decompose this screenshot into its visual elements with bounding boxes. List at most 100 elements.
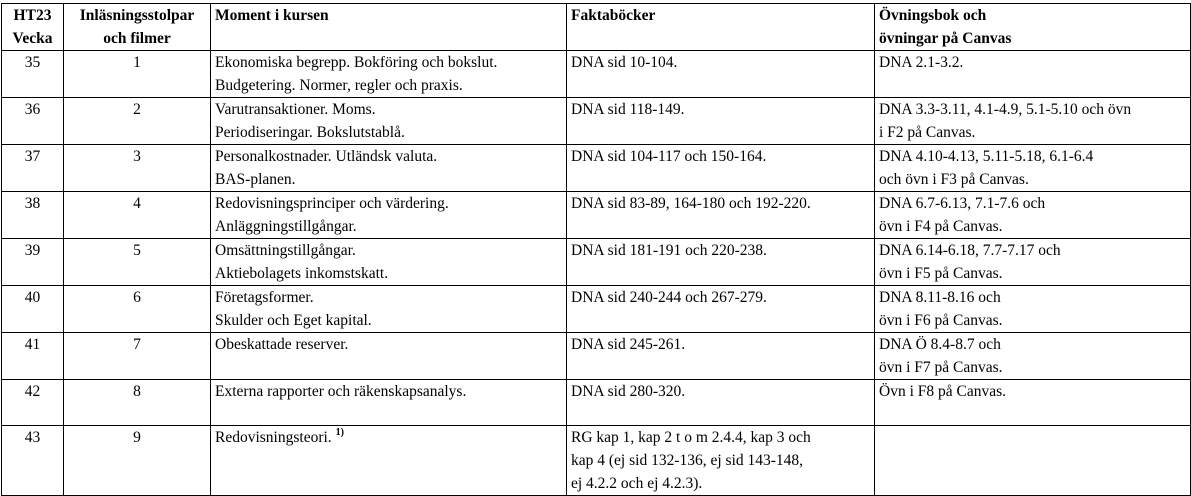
- moment-cell: Personalkostnader. Utländsk valuta. BAS-p…: [210, 144, 567, 192]
- header-books-line: Faktaböcker: [571, 7, 656, 24]
- moment-line: Aktiebolagets inkomstskatt.: [215, 265, 389, 282]
- exercises-cell: DNA 6.14-6.18, 7.7-7.17 och övn i F5 på C…: [874, 238, 1191, 286]
- table-row: 36 2 Varutransaktioner. Moms. Periodisering…: [1, 97, 1191, 145]
- header-week: HT23 Vecka: [1, 3, 64, 51]
- header-exercises-line: övningar på Canvas: [879, 30, 1012, 47]
- moment-line: Omsättningstillgångar.: [215, 242, 356, 259]
- books-line: DNA sid 240-244 och 267-279.: [571, 289, 767, 306]
- moment-cell: Ekonomiska begrepp. Bokföring och bokslu…: [210, 50, 567, 98]
- exercises-cell: DNA 3.3-3.11, 4.1-4.9, 5.1-5.10 och övn i…: [874, 97, 1191, 145]
- books-line: DNA sid 118-149.: [571, 101, 685, 118]
- moment-line: Redovisningsteori.: [215, 429, 332, 446]
- moment-line: Budgetering. Normer, regler och praxis.: [215, 77, 463, 94]
- books-cell: DNA sid 240-244 och 267-279.: [566, 285, 875, 333]
- week-cell: 38: [1, 191, 64, 239]
- header-row: HT23 Vecka Inläsningsstolpar och filmer …: [1, 3, 1191, 51]
- books-line: DNA sid 280-320.: [571, 383, 686, 400]
- week-cell: 39: [1, 238, 64, 286]
- exercises-line: och övn i F3 på Canvas.: [879, 171, 1029, 188]
- exercises-cell: DNA 6.7-6.13, 7.1-7.6 och övn i F4 på Can…: [874, 191, 1191, 239]
- week-cell: 37: [1, 144, 64, 192]
- exercises-line: DNA 3.3-3.11, 4.1-4.9, 5.1-5.10 och övn: [879, 101, 1132, 118]
- books-line: DNA sid 181-191 och 220-238.: [571, 242, 767, 259]
- moment-line: Varutransaktioner. Moms.: [215, 101, 376, 118]
- week-number: 36: [24, 101, 41, 118]
- books-cell: DNA sid 83-89, 164-180 och 192-220.: [566, 191, 875, 239]
- books-line: ej 4.2.2 och ej 4.2.3).: [571, 475, 703, 492]
- exercises-line: DNA 2.1-3.2.: [879, 54, 964, 71]
- header-lecture-line: Inläsningsstolpar: [79, 7, 195, 24]
- header-books: Faktaböcker: [566, 3, 875, 51]
- week-cell: 42: [1, 379, 64, 426]
- books-line: DNA sid 10-104.: [571, 54, 678, 71]
- table-row: 37 3 Personalkostnader. Utländsk valuta. BA…: [1, 144, 1191, 192]
- lecture-part-number: 8: [133, 383, 141, 400]
- moment-line: Personalkostnader. Utländsk valuta.: [215, 148, 438, 165]
- week-number: 35: [24, 54, 41, 71]
- table-row: 42 8 Externa rapporter och räkenskapsanaly…: [1, 379, 1191, 426]
- moment-cell: Obeskattade reserver.: [210, 332, 567, 380]
- header-lecture-parts: Inläsningsstolpar och filmer: [63, 3, 211, 51]
- lecture-part-cell: 6: [63, 285, 211, 333]
- week-number: 40: [24, 289, 41, 306]
- header-exercises-line: Övningsbok och: [879, 7, 987, 24]
- week-cell: 40: [1, 285, 64, 333]
- week-number: 39: [24, 242, 41, 259]
- week-cell: 43: [1, 425, 64, 496]
- header-moment: Moment i kursen: [210, 3, 567, 51]
- moment-cell: Företagsformer. Skulder och Eget kapital.: [210, 285, 567, 333]
- week-cell: 41: [1, 332, 64, 380]
- header-week-line: HT23: [13, 7, 52, 24]
- lecture-part-number: 4: [133, 195, 141, 212]
- week-number: 43: [24, 429, 41, 446]
- lecture-part-cell: 2: [63, 97, 211, 145]
- exercises-cell: [874, 425, 1191, 496]
- exercises-line: DNA 6.7-6.13, 7.1-7.6 och: [879, 195, 1046, 212]
- lecture-part-number: 3: [133, 148, 141, 165]
- moment-line: Ekonomiska begrepp. Bokföring och bokslu…: [215, 54, 498, 71]
- footnote-marker: 1): [335, 427, 344, 438]
- exercises-line: övn i F6 på Canvas.: [879, 312, 1003, 329]
- exercises-line: DNA 6.14-6.18, 7.7-7.17 och: [879, 242, 1061, 259]
- table-row: 39 5 Omsättningstillgångar. Aktiebolagets i…: [1, 238, 1191, 286]
- books-cell: DNA sid 118-149.: [566, 97, 875, 145]
- lecture-part-cell: 5: [63, 238, 211, 286]
- table-row: 38 4 Redovisningsprinciper och värdering. A…: [1, 191, 1191, 239]
- week-cell: 35: [1, 50, 64, 98]
- course-schedule-table: HT23 Vecka Inläsningsstolpar och filmer …: [1, 3, 1191, 496]
- moment-cell: Redovisningsprinciper och värdering. Anlä…: [210, 191, 567, 239]
- table-row: 40 6 Företagsformer. Skulder och Eget kapit…: [1, 285, 1191, 333]
- moment-line: Obeskattade reserver.: [215, 336, 349, 353]
- moment-line: BAS-planen.: [215, 171, 296, 188]
- moment-line: Skulder och Eget kapital.: [215, 312, 372, 329]
- books-cell: DNA sid 181-191 och 220-238.: [566, 238, 875, 286]
- exercises-line: övn i F7 på Canvas.: [879, 359, 1003, 376]
- exercises-line: Övn i F8 på Canvas.: [879, 383, 1007, 400]
- moment-line-with-note: Redovisningsteori. 1): [215, 427, 562, 450]
- moment-line: Periodiseringar. Bokslutstablå.: [215, 124, 405, 141]
- books-line: DNA sid 245-261.: [571, 336, 686, 353]
- header-lecture-line: och filmer: [103, 30, 171, 47]
- week-cell: 36: [1, 97, 64, 145]
- lecture-part-number: 2: [133, 101, 141, 118]
- exercises-cell: DNA Ö 8.4-8.7 och övn i F7 på Canvas.: [874, 332, 1191, 380]
- books-cell: RG kap 1, kap 2 t o m 2.4.4, kap 3 och ka…: [566, 425, 875, 496]
- moment-cell: Externa rapporter och räkenskapsanalys.: [210, 379, 567, 426]
- moment-line: Externa rapporter och räkenskapsanalys.: [215, 383, 467, 400]
- exercises-line: i F2 på Canvas.: [879, 124, 976, 141]
- header-moment-line: Moment i kursen: [215, 7, 329, 24]
- week-number: 38: [24, 195, 41, 212]
- books-line: DNA sid 83-89, 164-180 och 192-220.: [571, 195, 811, 212]
- exercises-cell: DNA 2.1-3.2.: [874, 50, 1191, 98]
- table-row: 43 9 Redovisningsteori. 1) RG kap 1, kap 2 …: [1, 425, 1191, 496]
- books-cell: DNA sid 104-117 och 150-164.: [566, 144, 875, 192]
- exercises-line: DNA Ö 8.4-8.7 och: [879, 336, 1001, 353]
- books-cell: DNA sid 280-320.: [566, 379, 875, 426]
- table-row: 41 7 Obeskattade reserver. DNA sid 245-261.…: [1, 332, 1191, 380]
- exercises-cell: DNA 8.11-8.16 och övn i F6 på Canvas.: [874, 285, 1191, 333]
- lecture-part-cell: 9: [63, 425, 211, 496]
- books-cell: DNA sid 245-261.: [566, 332, 875, 380]
- lecture-part-number: 7: [133, 336, 141, 353]
- moment-line: Anläggningstillgångar.: [215, 218, 357, 235]
- week-number: 42: [24, 383, 41, 400]
